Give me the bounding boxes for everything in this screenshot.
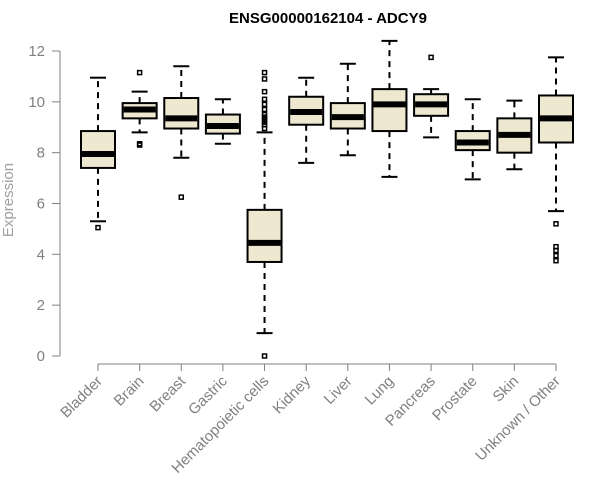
y-tick-label: 12 <box>28 43 45 60</box>
outlier-point <box>261 76 268 82</box>
y-ticks: 0 2 4 6 8 10 12 <box>28 43 60 365</box>
y-tick-label: 2 <box>37 297 45 314</box>
box-liver <box>329 62 366 157</box>
outlier-point <box>553 257 559 264</box>
boxes-group <box>80 39 574 359</box>
y-tick-label: 10 <box>28 94 45 111</box>
outlier-point <box>553 221 559 227</box>
x-tick-label: Bladder <box>57 373 106 422</box>
x-tick-label: Liver <box>321 373 356 408</box>
outlier-point <box>136 142 143 148</box>
box-skin <box>496 99 533 171</box>
outlier-point <box>136 69 143 76</box>
x-tick-label: Breast <box>146 372 189 415</box>
box-brain <box>121 69 158 148</box>
outlier-point <box>178 194 185 200</box>
x-tick-label: Brain <box>111 373 148 410</box>
outlier-point <box>428 54 434 61</box>
box-breast <box>163 65 200 200</box>
box-unknown-other <box>538 56 574 264</box>
y-tick-label: 0 <box>37 348 45 365</box>
iqr-box <box>246 208 283 263</box>
outlier-point <box>261 88 268 95</box>
iqr-box <box>163 97 200 130</box>
y-axis-label: Expression <box>0 163 17 237</box>
outlier-point <box>261 106 268 113</box>
box-pancreas <box>413 54 450 139</box>
outlier-point <box>261 101 268 108</box>
outlier-point <box>261 125 268 132</box>
box-gastric <box>204 98 241 145</box>
x-tick-label: Prostate <box>429 373 481 425</box>
iqr-box <box>371 88 408 133</box>
outlier-point <box>261 353 268 359</box>
box-hematopoietic-cells <box>246 69 283 359</box>
iqr-box <box>80 130 116 169</box>
x-tick-label: Skin <box>490 373 523 406</box>
outlier-point <box>553 247 559 254</box>
x-tick-label: Kidney <box>270 372 315 417</box>
y-tick-label: 6 <box>37 196 45 213</box>
box-prostate <box>454 98 491 181</box>
x-tick-label: Lung <box>362 373 398 409</box>
outlier-point <box>553 252 559 259</box>
y-tick-label: 8 <box>37 145 45 162</box>
outlier-point <box>261 96 268 103</box>
box-kidney <box>288 76 325 164</box>
y-tick-label: 4 <box>37 246 45 263</box>
outlier-point <box>95 224 101 231</box>
chart-title: ENSG00000162104 - ADCY9 <box>229 10 427 27</box>
box-bladder <box>80 76 116 231</box>
box-lung <box>371 39 408 178</box>
outlier-point <box>261 69 268 76</box>
